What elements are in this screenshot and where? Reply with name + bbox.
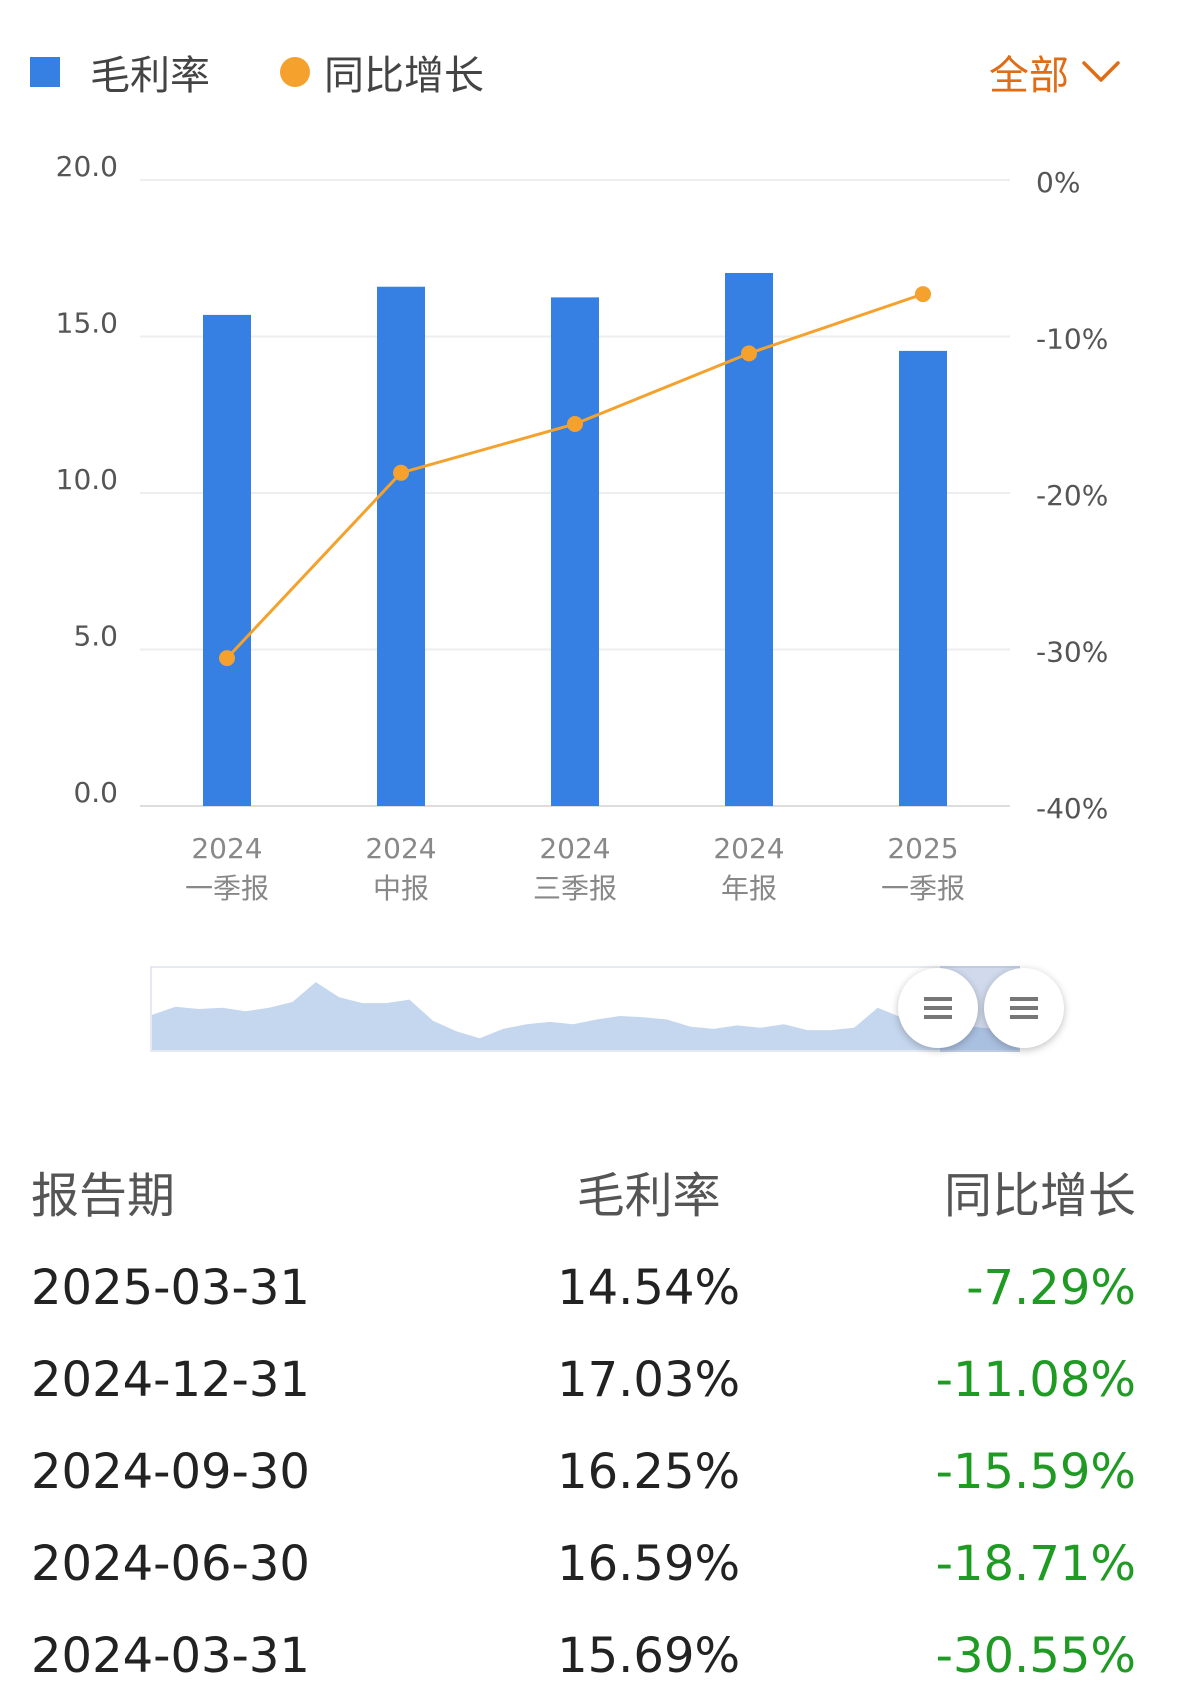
y-left-tick-label: 20.0 (56, 150, 118, 183)
table-row[interactable]: 2024-12-31 17.03% -11.08% (30, 1334, 1137, 1426)
point-yoy-growth (567, 415, 583, 432)
point-yoy-growth (915, 286, 931, 303)
bar-gross-margin (377, 286, 425, 806)
cell-period: 2024-12-31 (31, 1352, 310, 1408)
overview-area (152, 982, 1018, 1050)
y-right-tick-label: -10% (1036, 323, 1108, 356)
data-table: 报告期 毛利率 同比增长 2025-03-31 14.54% -7.29% 20… (30, 1140, 1137, 1702)
overview-area-path (152, 982, 1018, 1050)
bar-gross-margin (203, 314, 251, 806)
legend-dot-icon (280, 57, 310, 87)
chevron-down-icon (1082, 61, 1120, 82)
cell-period: 2024-09-30 (31, 1444, 310, 1500)
cell-gross-margin: 14.54% (557, 1260, 741, 1316)
legend-item-gross-margin[interactable]: 毛利率 (30, 43, 210, 101)
legend-item-yoy-growth[interactable]: 同比增长 (280, 43, 484, 101)
x-tick-label-year: 2024 (191, 832, 262, 865)
slider-handle-right[interactable] (984, 968, 1064, 1048)
x-tick-label-period: 一季报 (185, 872, 269, 905)
table-header-row: 报告期 毛利率 同比增长 (30, 1140, 1137, 1242)
slider-handle-left[interactable] (898, 968, 978, 1048)
bar-gross-margin (725, 272, 773, 806)
cell-gross-margin: 16.25% (557, 1444, 741, 1500)
cell-yoy-growth: -18.71% (935, 1536, 1136, 1592)
x-tick-label-year: 2024 (713, 832, 784, 865)
y-right-tick-label: -30% (1036, 636, 1108, 669)
cell-gross-margin: 15.69% (557, 1628, 741, 1684)
legend-square-icon (30, 57, 60, 87)
cell-yoy-growth: -30.55% (935, 1628, 1136, 1684)
overview-track (150, 966, 1020, 1052)
point-yoy-growth (219, 650, 235, 667)
x-tick-label-period: 一季报 (881, 872, 965, 905)
table-row[interactable]: 2024-09-30 16.25% -15.59% (30, 1426, 1137, 1518)
cell-yoy-growth: -11.08% (935, 1352, 1136, 1408)
x-tick-label-period: 年报 (721, 872, 777, 905)
legend-label-yoy-growth: 同比增长 (324, 53, 484, 99)
period-filter-label: 全部 (989, 53, 1069, 99)
header-period: 报告期 (31, 1168, 176, 1224)
table-row[interactable]: 2024-06-30 16.59% -18.71% (30, 1518, 1137, 1610)
x-tick-label-period: 中报 (373, 872, 429, 905)
y-left-tick-label: 10.0 (56, 463, 118, 496)
bar-gross-margin (551, 297, 599, 806)
x-tick-label-period: 三季报 (533, 872, 617, 905)
header-yoy-growth: 同比增长 (943, 1168, 1136, 1224)
y-left-tick-label: 5.0 (73, 620, 118, 653)
y-right-tick-label: -20% (1036, 479, 1108, 512)
bar-gross-margin (899, 350, 947, 806)
point-yoy-growth (741, 345, 757, 362)
drag-handle-icon (924, 997, 952, 1019)
cell-yoy-growth: -15.59% (935, 1444, 1136, 1500)
cell-period: 2024-03-31 (31, 1628, 310, 1684)
cell-yoy-growth: -7.29% (966, 1260, 1136, 1316)
cell-gross-margin: 16.59% (557, 1536, 741, 1592)
point-yoy-growth (393, 464, 409, 481)
x-tick-label-year: 2025 (887, 832, 958, 865)
period-filter-dropdown[interactable]: 全部 (989, 44, 1121, 100)
legend-label-gross-margin: 毛利率 (90, 53, 210, 99)
cell-period: 2025-03-31 (31, 1260, 310, 1316)
x-tick-label-year: 2024 (365, 832, 436, 865)
y-left-tick-label: 0.0 (73, 776, 118, 809)
table-row[interactable]: 2024-03-31 15.69% -30.55% (30, 1610, 1137, 1702)
cell-period: 2024-06-30 (31, 1536, 310, 1592)
y-left-tick-label: 15.0 (56, 307, 118, 340)
cell-gross-margin: 17.03% (557, 1352, 741, 1408)
overview-slider[interactable] (150, 966, 1064, 1052)
y-right-tick-label: 0% (1036, 166, 1080, 199)
x-tick-label-year: 2024 (539, 832, 610, 865)
table-row[interactable]: 2025-03-31 14.54% -7.29% (30, 1242, 1137, 1334)
chart-legend: 毛利率 同比增长 (30, 44, 554, 100)
y-right-tick-label: -40% (1036, 792, 1108, 825)
gross-margin-chart: 0.0 -40% 5.0 -30% 10.0 -20% 15.0 -10% 20.0 0% 2024… (56, 150, 1109, 905)
header-gross-margin: 毛利率 (576, 1168, 721, 1224)
drag-handle-icon (1010, 997, 1038, 1019)
